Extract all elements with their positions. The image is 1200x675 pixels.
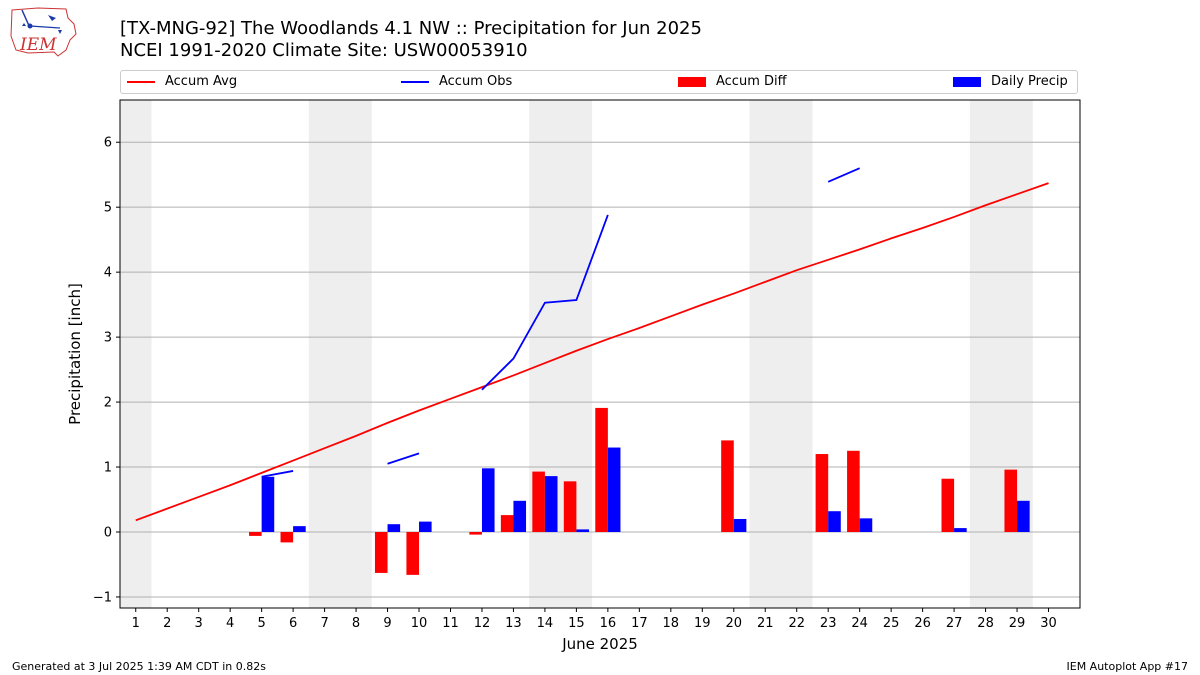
accum-diff-bar bbox=[595, 407, 608, 532]
legend-label-accum-diff: Accum Diff bbox=[716, 74, 787, 89]
daily-precip-bar bbox=[513, 500, 527, 532]
x-tick-label: 30 bbox=[1040, 616, 1057, 631]
accum-diff-bar bbox=[563, 481, 577, 532]
x-axis-label: June 2025 bbox=[561, 635, 638, 653]
chart-subtitle: NCEI 1991-2020 Climate Site: USW00053910 bbox=[120, 40, 528, 61]
accum-diff-bar bbox=[941, 478, 955, 532]
daily-precip-bar bbox=[733, 519, 747, 532]
legend-item-accum-diff: Accum Diff bbox=[678, 74, 787, 89]
daily-precip-bar bbox=[576, 529, 589, 532]
daily-precip-bar bbox=[261, 476, 275, 532]
accum-diff-bar bbox=[280, 531, 294, 543]
weekend-shade bbox=[749, 100, 813, 608]
x-tick-label: 25 bbox=[883, 616, 900, 631]
daily-precip-bar bbox=[1017, 500, 1030, 532]
daily-precip-bar bbox=[481, 468, 495, 532]
accum-diff-bar bbox=[721, 440, 734, 532]
x-tick-label: 27 bbox=[946, 616, 963, 631]
x-tick-label: 18 bbox=[663, 616, 680, 631]
daily-precip-bar bbox=[828, 511, 841, 532]
plot-frame bbox=[119, 99, 1081, 609]
legend-item-accum-obs: Accum Obs bbox=[401, 74, 512, 89]
accum-diff-bar bbox=[249, 531, 262, 536]
x-tick-label: 3 bbox=[195, 616, 203, 631]
legend-item-daily-precip: Daily Precip bbox=[953, 74, 1068, 89]
legend-swatch-accum-diff bbox=[678, 76, 706, 87]
legend-swatch-daily-precip bbox=[953, 76, 981, 87]
accum-diff-bar bbox=[1004, 469, 1018, 532]
x-tick-label: 4 bbox=[226, 616, 234, 631]
x-tick-label: 19 bbox=[694, 616, 711, 631]
legend-swatch-accum-avg bbox=[127, 80, 155, 83]
y-tick-label: 0 bbox=[104, 525, 112, 540]
x-tick-label: 16 bbox=[600, 616, 617, 631]
legend-swatch-accum-obs bbox=[401, 80, 429, 83]
legend-label-daily-precip: Daily Precip bbox=[991, 74, 1068, 89]
legend-item-accum-avg: Accum Avg bbox=[127, 74, 237, 89]
accum-diff-bar bbox=[532, 471, 545, 532]
x-tick-label: 2 bbox=[163, 616, 171, 631]
x-tick-label: 8 bbox=[352, 616, 360, 631]
daily-precip-bar bbox=[293, 526, 306, 532]
x-tick-label: 24 bbox=[851, 616, 868, 631]
legend-label-accum-obs: Accum Obs bbox=[439, 74, 513, 89]
y-tick-label: 1 bbox=[104, 461, 112, 476]
legend-label-accum-avg: Accum Avg bbox=[165, 74, 238, 89]
daily-precip-bar bbox=[387, 524, 401, 532]
x-tick-label: 17 bbox=[631, 616, 648, 631]
y-axis-label: Precipitation [inch] bbox=[66, 283, 84, 425]
daily-precip-bar bbox=[954, 528, 967, 532]
accum-diff-bar bbox=[847, 450, 860, 532]
x-tick-label: 21 bbox=[757, 616, 774, 631]
x-tick-label: 13 bbox=[505, 616, 522, 631]
x-tick-label: 7 bbox=[320, 616, 328, 631]
weekend-shade bbox=[120, 100, 152, 608]
x-tick-label: 10 bbox=[411, 616, 428, 631]
iem-logo: IEM bbox=[10, 7, 77, 57]
generated-timestamp: Generated at 3 Jul 2025 1:39 AM CDT in 0… bbox=[12, 660, 266, 673]
daily-precip-bar bbox=[419, 521, 432, 532]
y-tick-label: 5 bbox=[104, 201, 112, 216]
y-tick-label: −1 bbox=[93, 590, 112, 605]
daily-precip-bar bbox=[544, 476, 558, 532]
x-tick-label: 12 bbox=[474, 616, 491, 631]
y-tick-label: 3 bbox=[104, 331, 112, 346]
accum-diff-bar bbox=[500, 515, 514, 532]
x-tick-label: 29 bbox=[1009, 616, 1026, 631]
x-tick-label: 15 bbox=[568, 616, 585, 631]
accum-diff-bar bbox=[374, 531, 388, 573]
x-tick-label: 14 bbox=[537, 616, 554, 631]
y-tick-label: 4 bbox=[104, 266, 112, 281]
daily-precip-bar bbox=[607, 447, 621, 532]
x-tick-label: 23 bbox=[820, 616, 837, 631]
x-tick-label: 9 bbox=[383, 616, 391, 631]
legend: Accum Avg Accum Obs Accum Diff Daily Pre… bbox=[120, 70, 1078, 94]
accum-obs-line bbox=[387, 452, 420, 465]
x-tick-label: 5 bbox=[257, 616, 265, 631]
x-tick-label: 11 bbox=[442, 616, 459, 631]
daily-precip-bar bbox=[859, 518, 873, 532]
accum-avg-line bbox=[135, 182, 1049, 522]
accum-diff-bar bbox=[406, 531, 420, 575]
x-tick-label: 26 bbox=[914, 616, 931, 631]
weekend-shade bbox=[308, 100, 372, 608]
y-tick-label: 6 bbox=[104, 136, 112, 151]
y-tick-label: 2 bbox=[104, 396, 112, 411]
x-tick-label: 20 bbox=[725, 616, 742, 631]
accum-diff-bar bbox=[469, 531, 482, 535]
x-tick-label: 1 bbox=[132, 616, 140, 631]
logo-text: IEM bbox=[19, 35, 57, 55]
accum-obs-line bbox=[261, 470, 294, 478]
chart-title: [TX-MNG-92] The Woodlands 4.1 NW :: Prec… bbox=[120, 18, 702, 39]
x-tick-label: 6 bbox=[289, 616, 297, 631]
accum-diff-bar bbox=[815, 454, 829, 532]
accum-obs-line bbox=[481, 214, 609, 391]
x-tick-label: 28 bbox=[977, 616, 994, 631]
x-tick-label: 22 bbox=[788, 616, 805, 631]
accum-obs-line bbox=[827, 167, 861, 183]
app-label: IEM Autoplot App #17 bbox=[1066, 660, 1189, 673]
